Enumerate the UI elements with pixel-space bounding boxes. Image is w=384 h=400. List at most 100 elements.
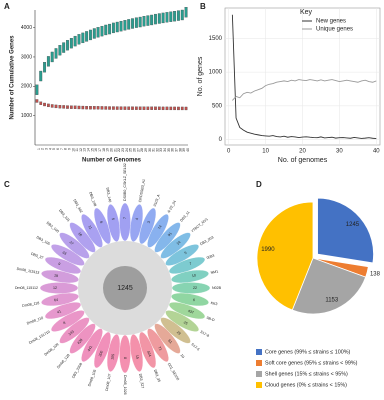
petal: [171, 269, 209, 284]
box: [180, 9, 184, 21]
box: [35, 84, 39, 95]
box: [176, 10, 180, 21]
legend-label: New genes: [316, 19, 346, 25]
petal-name: A-22_24: [167, 200, 177, 214]
petal-value: 64: [54, 298, 59, 303]
box: [50, 51, 54, 63]
core-circle: [103, 266, 147, 310]
x-tick-label: 13: [83, 148, 87, 152]
box: [100, 25, 104, 37]
x-axis-label: Number of Genomes: [82, 158, 142, 164]
x-tick-label: 27: [136, 148, 140, 152]
petal-value: 4: [135, 218, 139, 221]
petal-name: S17-8: [199, 330, 209, 338]
petal-value: 11: [87, 225, 92, 230]
petal-name: DB3_11: [179, 210, 190, 222]
x-tick-label: 37: [175, 148, 179, 152]
petal-value: 41: [57, 309, 62, 314]
x-tick-label: 18: [102, 148, 106, 152]
legend-label: Soft core genes (95% ≤ strains < 99%): [265, 360, 358, 366]
x-tick-label: 10: [71, 148, 75, 152]
legend-label: Shell genes (15% ≤ strains < 95%): [265, 371, 348, 377]
box: [54, 104, 58, 109]
box: [39, 70, 43, 82]
x-tick-label: 40: [186, 148, 190, 152]
x-tick-label: 25: [129, 148, 133, 152]
x-tick-label: 0: [227, 149, 231, 155]
petal-value: 7: [123, 217, 127, 219]
x-tick-label: 24: [125, 148, 129, 152]
legend-swatch: [256, 382, 262, 388]
x-tick-label: 6: [56, 148, 60, 150]
box: [112, 106, 115, 110]
line: [231, 14, 377, 140]
box: [81, 105, 85, 110]
x-tick-label: 19: [106, 148, 110, 152]
petal: [129, 204, 144, 242]
x-tick-label: 15: [90, 148, 94, 152]
petal: [168, 302, 206, 320]
box: [104, 24, 108, 36]
x-tick-label: 20: [299, 149, 306, 155]
petal-name: 0083: [206, 254, 215, 260]
petal-value: 441: [87, 345, 93, 352]
box: [134, 17, 138, 28]
x-tick-label: 26: [132, 148, 136, 152]
petal-name: DB3_327: [138, 373, 145, 388]
box: [146, 15, 150, 26]
box: [184, 7, 188, 18]
x-axis-label: No. of genomes: [278, 157, 328, 164]
petal-name: Dm08_131719: [28, 330, 50, 345]
petal-name: Dm08_115112: [15, 286, 38, 290]
petal: [41, 269, 79, 284]
panel-label: D: [256, 180, 262, 189]
petal-value: 14: [176, 240, 182, 246]
box: [39, 101, 43, 105]
petal-value: 5: [111, 218, 115, 221]
x-tick-label: 38: [178, 148, 182, 152]
x-tick-label: 30: [148, 148, 152, 152]
petal: [129, 334, 144, 372]
box: [169, 11, 173, 22]
box: [119, 20, 123, 32]
petal-name: DB3_342: [72, 199, 83, 214]
x-tick-label: 29: [144, 148, 148, 152]
x-tick-label: 4: [48, 148, 52, 150]
legend-label: Cloud genes (0% ≤ strains < 15%): [265, 382, 347, 388]
petal-value: 29: [176, 330, 182, 336]
petal-name: Dm08_110: [26, 316, 44, 326]
box: [165, 106, 169, 111]
petal-name: S17-6: [190, 342, 200, 351]
box: [35, 99, 39, 103]
box: [54, 48, 58, 59]
box: [104, 106, 108, 110]
petal-value: 5: [184, 251, 188, 255]
box: [89, 106, 92, 110]
petal: [106, 334, 121, 372]
panel-label: A: [4, 2, 10, 11]
x-tick-label: 20: [110, 148, 114, 152]
box: [146, 106, 150, 110]
petal-name: D01_SE100: [167, 362, 180, 381]
petal: [59, 317, 90, 344]
petal-value: 424: [146, 350, 152, 357]
petal-value: 71: [157, 346, 162, 351]
petal-value: 33: [62, 250, 67, 255]
petal-name: DB3_35: [153, 369, 161, 383]
petal-name: CROSSB3_A1: [138, 179, 146, 203]
box: [127, 19, 131, 30]
petal-name: DB3_003: [199, 235, 214, 246]
petal-value: 25: [183, 320, 188, 325]
y-tick-label: 1000: [209, 70, 223, 76]
petal-value: 143: [68, 329, 75, 336]
y-tick-label: 2000: [21, 84, 32, 90]
petal-value: 3: [147, 221, 151, 224]
box: [123, 106, 127, 110]
x-tick-label: 14: [87, 148, 91, 152]
box: [46, 56, 50, 67]
petal: [106, 204, 121, 242]
box: [85, 105, 88, 110]
petal: [139, 331, 157, 369]
petal: [139, 207, 157, 245]
petal: [171, 292, 209, 307]
